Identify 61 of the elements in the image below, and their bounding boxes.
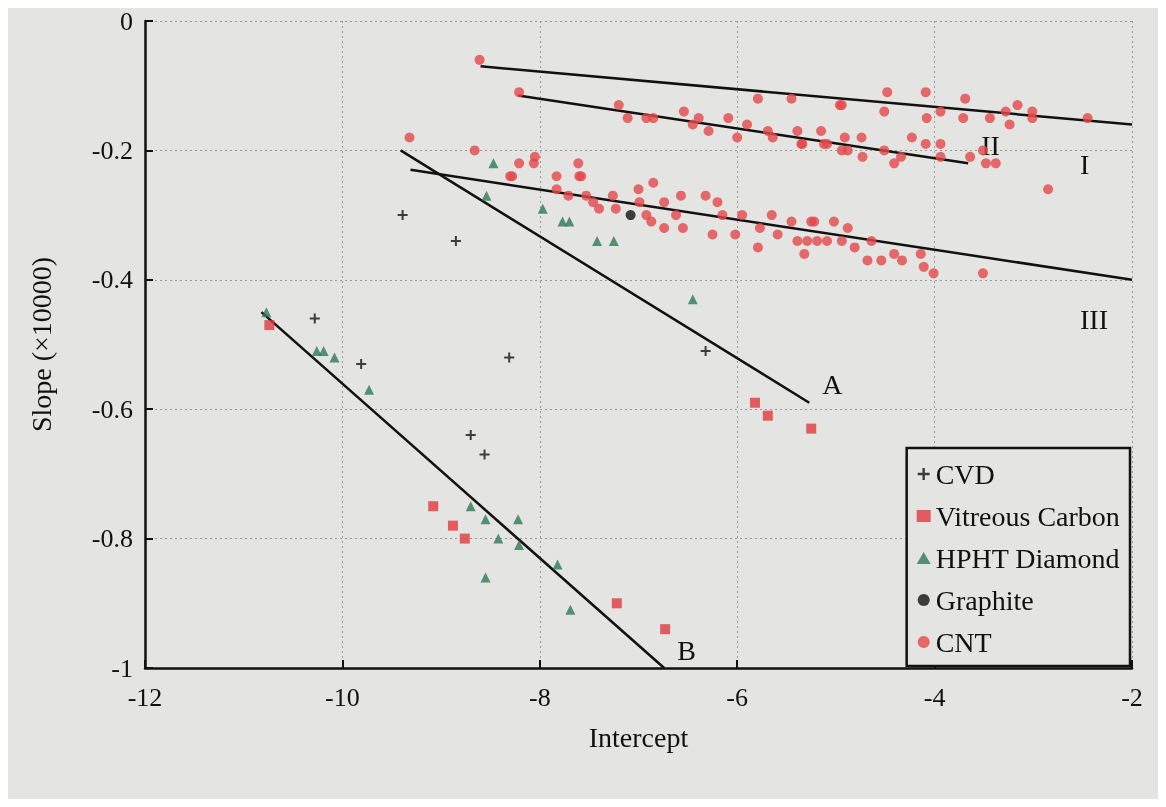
legend-label: CVD (935, 458, 995, 490)
point (493, 533, 504, 544)
point (514, 540, 525, 551)
point (364, 384, 375, 395)
point (261, 307, 272, 318)
series-label: III (1080, 304, 1108, 336)
y-tick-label: -0.2 (91, 135, 133, 165)
point (608, 235, 619, 246)
point (318, 345, 329, 356)
series-label: A (822, 369, 844, 401)
legend-label: Vitreous Carbon (935, 500, 1120, 532)
point (592, 235, 603, 246)
x-tick-label: -8 (528, 682, 551, 712)
x-tick-label: -12 (127, 682, 163, 712)
x-tick-label: -2 (1121, 682, 1143, 712)
point (625, 210, 636, 221)
y-tick-label: -0.4 (91, 265, 133, 295)
y-tick-label: -1 (111, 653, 133, 683)
x-tick-label: -10 (325, 682, 360, 712)
point (611, 598, 622, 609)
point (504, 352, 515, 363)
point (356, 358, 367, 369)
point (700, 345, 711, 356)
x-tick-label: -4 (923, 682, 946, 712)
series-label: I (1080, 149, 1090, 181)
point (450, 235, 461, 246)
y-tick-label: -0.8 (91, 524, 133, 554)
legend-label: HPHT Diamond (935, 542, 1120, 574)
point (264, 320, 275, 331)
series-label: B (677, 634, 696, 666)
point (428, 501, 439, 512)
point (465, 501, 476, 512)
point (488, 158, 499, 169)
point (329, 352, 340, 363)
point (565, 604, 576, 615)
point (481, 190, 492, 201)
y-axis-title: Slope (×10000) (25, 256, 57, 433)
legend-label: Graphite (935, 584, 1034, 616)
point (309, 313, 320, 324)
point (397, 210, 408, 221)
point (749, 397, 760, 408)
point (459, 533, 470, 544)
point (564, 216, 575, 227)
point (513, 514, 524, 525)
y-tick-label: -0.6 (91, 394, 133, 424)
point (465, 430, 476, 441)
legend-label: CNT (935, 626, 992, 658)
point (537, 203, 548, 214)
point (762, 410, 773, 421)
point (552, 559, 563, 570)
point (480, 514, 491, 525)
point (479, 449, 490, 460)
x-axis-title: Intercept (588, 721, 689, 753)
y-tick-label: 0 (120, 6, 133, 36)
point (660, 624, 671, 635)
point (480, 572, 491, 583)
point (687, 294, 698, 305)
x-tick-label: -6 (726, 682, 749, 712)
point (806, 423, 817, 434)
series-label: II (981, 129, 1000, 161)
point (447, 520, 458, 531)
